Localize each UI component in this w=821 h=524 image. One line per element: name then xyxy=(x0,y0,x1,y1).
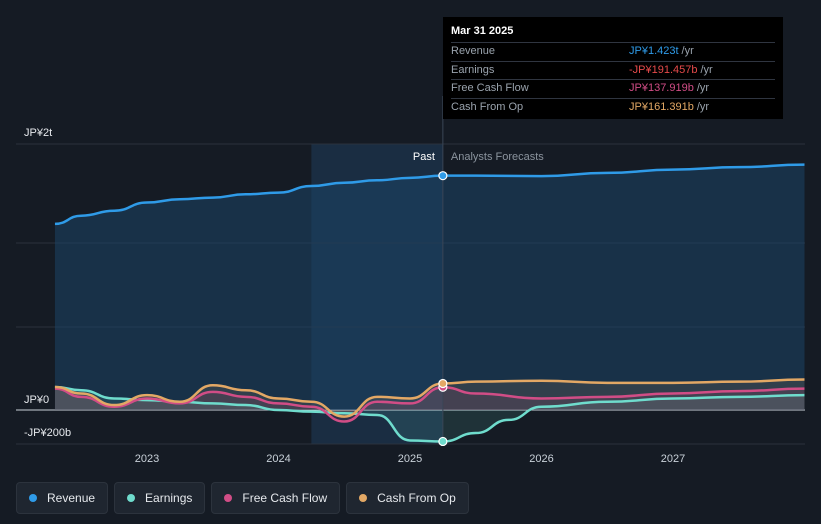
chart-legend: Revenue Earnings Free Cash Flow Cash Fro… xyxy=(16,482,469,514)
series-line-earnings xyxy=(54,385,805,443)
tooltip-row-earnings: Earnings -JP¥191.457b /yr xyxy=(451,60,775,80)
x-tick-label: 2024 xyxy=(266,453,290,465)
legend-label: Free Cash Flow xyxy=(242,491,328,505)
tooltip-label: Cash From Op xyxy=(451,100,524,113)
legend-item-revenue[interactable]: Revenue xyxy=(16,482,109,514)
tooltip-label: Revenue xyxy=(451,45,496,57)
tooltip-value: JP¥161.391b xyxy=(629,100,694,113)
series-line-revenue xyxy=(54,163,805,226)
tooltip-row-free-cash-flow: Free Cash Flow JP¥137.919b /yr xyxy=(451,79,775,98)
marker-earnings xyxy=(438,436,448,447)
legend-item-cash-from-op[interactable]: Cash From Op xyxy=(346,482,469,514)
legend-label: Revenue xyxy=(47,491,96,505)
legend-dot-icon xyxy=(224,494,233,502)
forecast-label: Analysts Forecasts xyxy=(451,151,544,163)
tooltip-row-revenue: Revenue JP¥1.423t /yr xyxy=(451,42,775,61)
y-tick-label: JP¥0 xyxy=(24,394,49,406)
x-tick-label: 2027 xyxy=(661,453,685,465)
series-area-earnings xyxy=(54,386,805,442)
legend-dot-icon xyxy=(359,494,368,502)
series-area-free-cash-flow xyxy=(54,387,805,422)
x-tick-label: 2023 xyxy=(135,453,159,465)
tooltip-value: JP¥137.919b xyxy=(629,82,694,94)
tooltip-unit: /yr xyxy=(700,63,713,76)
marker-cash-from-op xyxy=(438,378,448,389)
tooltip-row-cash-from-op: Cash From Op JP¥161.391b /yr xyxy=(451,97,775,117)
series-line-cash-from-op xyxy=(54,378,805,418)
x-tick-label: 2025 xyxy=(398,453,422,465)
series-line-free-cash-flow xyxy=(54,386,805,423)
tooltip-unit: /yr xyxy=(696,100,710,113)
data-tooltip: Mar 31 2025 Revenue JP¥1.423t /yr Earnin… xyxy=(443,17,783,119)
legend-item-free-cash-flow[interactable]: Free Cash Flow xyxy=(211,482,341,514)
y-tick-label: -JP¥200b xyxy=(24,427,71,439)
legend-label: Earnings xyxy=(145,491,193,505)
tooltip-label: Earnings xyxy=(451,63,495,76)
series-area-cash-from-op xyxy=(54,379,805,417)
tooltip-date: Mar 31 2025 xyxy=(451,25,514,37)
legend-item-earnings[interactable]: Earnings xyxy=(114,482,206,514)
y-tick-label: JP¥2t xyxy=(24,127,52,139)
past-label: Past xyxy=(413,151,435,163)
legend-label: Cash From Op xyxy=(377,491,456,505)
tooltip-value: -JP¥191.457b xyxy=(629,63,698,76)
tooltip-label: Free Cash Flow xyxy=(451,82,529,94)
legend-dot-icon xyxy=(127,494,136,502)
tooltip-unit: /yr xyxy=(696,82,710,94)
legend-dot-icon xyxy=(29,494,37,502)
tooltip-value: JP¥1.423t xyxy=(629,45,679,57)
marker-revenue xyxy=(438,171,448,181)
x-tick-label: 2026 xyxy=(529,453,553,465)
revenue-area xyxy=(54,164,805,410)
tooltip-unit: /yr xyxy=(681,45,694,57)
